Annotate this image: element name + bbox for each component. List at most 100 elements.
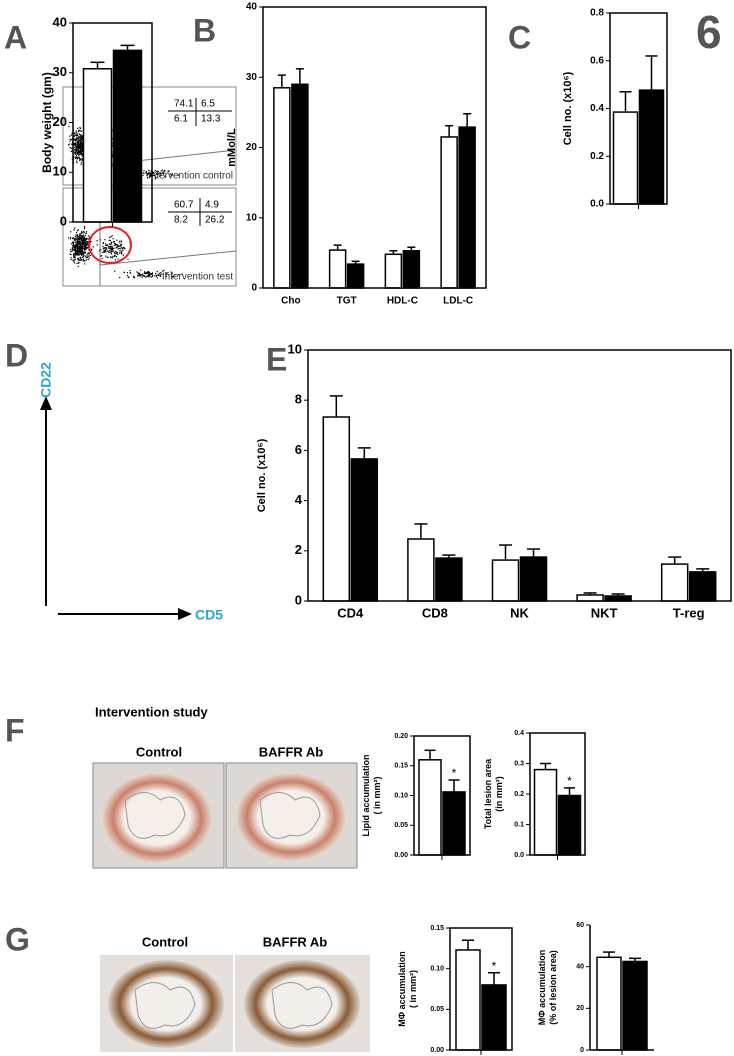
dot — [79, 134, 81, 136]
dot — [76, 155, 78, 157]
bar — [596, 956, 622, 1051]
dot — [72, 247, 74, 249]
quadrant-value: 74.1 — [174, 99, 194, 110]
dot — [73, 256, 75, 258]
dot — [79, 250, 81, 252]
dot — [148, 276, 150, 278]
dot — [75, 247, 78, 249]
dot — [165, 272, 167, 274]
plot-frame — [413, 735, 471, 856]
y-tick-label: 10 — [246, 212, 258, 223]
dot — [109, 240, 111, 242]
y-tick-label: 0 — [295, 592, 302, 607]
dot — [79, 140, 81, 142]
dot — [146, 170, 148, 173]
y-tick-label: 0.4 — [514, 730, 524, 737]
dot — [79, 159, 81, 161]
dot — [112, 255, 114, 257]
dot — [79, 241, 82, 243]
dot — [171, 272, 173, 274]
dot — [145, 273, 147, 275]
dot — [80, 237, 82, 239]
dot — [75, 146, 77, 148]
dot — [168, 170, 170, 172]
dot — [82, 152, 84, 155]
dot — [83, 260, 85, 262]
dot — [79, 237, 81, 239]
dot — [169, 173, 172, 175]
dot — [121, 253, 123, 255]
dot — [80, 143, 82, 145]
dot — [146, 174, 149, 176]
y-tick-label: 0 — [580, 1047, 584, 1054]
dot — [113, 247, 115, 249]
dot — [109, 245, 111, 248]
dot — [111, 250, 113, 252]
dot — [68, 144, 70, 146]
dot — [76, 134, 78, 136]
dot — [84, 239, 86, 241]
plot-frame — [529, 732, 586, 856]
dot — [111, 248, 113, 250]
bar — [519, 556, 548, 602]
dot — [161, 273, 163, 275]
dot — [74, 252, 76, 254]
dot — [87, 252, 89, 255]
dot — [153, 175, 156, 177]
dot — [77, 143, 79, 146]
dot — [140, 269, 142, 271]
dot — [162, 171, 164, 173]
dot — [74, 153, 76, 155]
dot — [84, 252, 86, 254]
dot — [82, 258, 85, 260]
dot — [78, 262, 80, 264]
dot — [108, 252, 110, 254]
dot — [147, 274, 150, 276]
dot — [75, 237, 77, 240]
dot — [149, 171, 151, 174]
dot — [177, 174, 179, 176]
dot — [159, 173, 161, 175]
dot — [83, 245, 85, 247]
dot — [87, 238, 89, 240]
arrow-head — [178, 608, 192, 620]
dot — [81, 158, 83, 160]
bar — [557, 794, 582, 856]
gate-circle — [88, 226, 132, 264]
y-tick-label: 60 — [576, 922, 584, 929]
dot — [78, 249, 80, 251]
dot — [110, 250, 112, 253]
significance-mark: * — [567, 774, 572, 788]
dot — [75, 135, 78, 137]
dot — [168, 274, 170, 276]
dot — [73, 259, 75, 261]
dot — [81, 159, 83, 161]
dot — [81, 145, 83, 148]
dot — [74, 236, 76, 238]
dot — [77, 133, 79, 135]
dot — [81, 236, 83, 238]
dot — [81, 150, 83, 152]
dot — [156, 170, 158, 172]
dot — [103, 251, 105, 253]
dot — [147, 173, 149, 175]
dot — [83, 244, 85, 246]
dot — [152, 171, 154, 173]
dot — [160, 272, 162, 274]
dot — [76, 243, 78, 245]
dot — [83, 247, 85, 249]
dot — [115, 256, 118, 258]
dot — [72, 242, 74, 244]
dot — [80, 146, 82, 149]
histology: Intervention study Control BAFFR Ab Cont… — [92, 704, 370, 1052]
dot — [70, 150, 72, 153]
dot — [172, 275, 174, 277]
dot — [85, 239, 87, 242]
y-tick-label: 0.00 — [394, 852, 408, 859]
bar — [273, 87, 291, 289]
x-tick-label: NK — [510, 605, 529, 620]
dot — [81, 241, 83, 243]
dot — [78, 129, 80, 131]
dot — [109, 243, 111, 245]
dot — [87, 247, 89, 249]
